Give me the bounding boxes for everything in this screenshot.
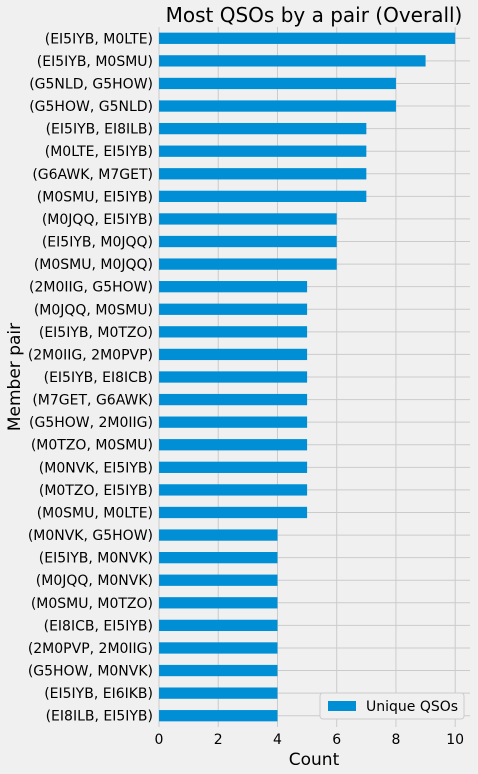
chart-title: Most QSOs by a pair (Overall) xyxy=(166,3,463,27)
y-tick-label: (EI5IYB, M0JQQ) xyxy=(42,235,153,251)
y-tick-label: (EI8ILB, EI5IYB) xyxy=(46,709,153,725)
bar xyxy=(159,552,278,564)
bar xyxy=(159,77,396,90)
x-tick-labels: 0 2 4 6 8 10 xyxy=(155,732,465,748)
bar xyxy=(159,506,308,519)
bar xyxy=(159,32,456,44)
bar xyxy=(159,145,367,157)
legend: Unique QSOs xyxy=(319,692,465,720)
y-tick-label: (M0NVK, G5HOW) xyxy=(28,528,153,544)
bar xyxy=(159,213,337,225)
y-tick-label: (EI5IYB, M0TZO) xyxy=(39,325,153,341)
bars xyxy=(159,32,456,722)
y-tick-label: (EI5IYB, M0LTE) xyxy=(45,31,153,47)
y-tick-label: (M0NVK, EI5IYB) xyxy=(39,460,153,476)
bar xyxy=(159,439,308,451)
x-axis-title: Count xyxy=(289,750,340,770)
y-tick-label: (2M0PVP, 2M0IIG) xyxy=(28,641,153,657)
bar xyxy=(159,371,308,383)
y-tick-label: (M0SMU, M0LTE) xyxy=(37,505,153,521)
bar xyxy=(159,664,278,677)
bar xyxy=(159,258,337,270)
y-tick-label: (2M0IIG, 2M0PVP) xyxy=(28,347,153,363)
y-tick-label: (EI5IYB, M0NVK) xyxy=(39,551,153,567)
y-tick-label: (M0SMU, M0TZO) xyxy=(31,596,153,612)
y-tick-label: (G5HOW, 2M0IIG) xyxy=(29,415,153,431)
y-tick-label: (EI5IYB, EI8ICB) xyxy=(44,370,153,386)
x-tick-label: 8 xyxy=(391,732,400,748)
y-tick-label: (M0JQQ, M0SMU) xyxy=(34,302,153,318)
y-tick-label: (G5HOW, G5NLD) xyxy=(29,99,153,115)
y-tick-label: (M0LTE, EI5IYB) xyxy=(45,144,153,160)
y-tick-label: (M7GET, G6AWK) xyxy=(32,393,153,409)
bar xyxy=(159,642,278,654)
bar xyxy=(159,235,337,248)
y-axis-title: Member pair xyxy=(5,323,25,431)
y-tick-label: (M0JQQ, EI5IYB) xyxy=(42,212,153,228)
y-tick-label: (EI5IYB, M0SMU) xyxy=(37,54,153,70)
bar xyxy=(159,326,308,338)
x-tick-label: 4 xyxy=(273,732,282,748)
bar xyxy=(159,303,308,315)
x-tick-label: 6 xyxy=(332,732,341,748)
bar xyxy=(159,461,308,473)
legend-swatch xyxy=(328,701,356,711)
bar xyxy=(159,416,308,428)
y-tick-label: (M0TZO, EI5IYB) xyxy=(39,483,153,499)
bar xyxy=(159,687,278,699)
bar xyxy=(159,190,367,202)
y-tick-label: (G5HOW, M0NVK) xyxy=(28,664,153,680)
y-tick-label: (2M0IIG, G5HOW) xyxy=(29,280,153,296)
y-tick-label: (G6AWK, M7GET) xyxy=(32,167,153,183)
y-tick-label: (M0SMU, M0JQQ) xyxy=(34,257,153,273)
bar xyxy=(159,100,396,112)
bar xyxy=(159,574,278,586)
bar xyxy=(159,484,308,496)
bar xyxy=(159,529,278,541)
legend-box xyxy=(319,692,465,720)
y-tick-labels: (EI5IYB, M0LTE) (EI5IYB, M0SMU) (G5NLD, G5… xyxy=(28,31,153,724)
bar xyxy=(159,168,367,180)
y-tick-label: (EI8ICB, EI5IYB) xyxy=(44,618,153,634)
y-tick-label: (M0TZO, M0SMU) xyxy=(31,438,153,454)
y-tick-label: (EI5IYB, EI8ILB) xyxy=(46,122,153,138)
x-tick-label: 0 xyxy=(155,732,164,748)
bar xyxy=(159,393,308,406)
bar xyxy=(159,710,278,722)
y-tick-label: (M0SMU, EI5IYB) xyxy=(37,189,153,205)
bar xyxy=(159,348,308,361)
y-tick-label: (EI5IYB, EI6IKB) xyxy=(44,686,153,702)
y-tick-label: (M0JQQ, M0NVK) xyxy=(36,573,153,589)
bar xyxy=(159,281,308,293)
x-tick-label: 10 xyxy=(446,732,464,748)
bar xyxy=(159,597,278,609)
bar xyxy=(159,55,426,67)
y-tick-label: (G5NLD, G5HOW) xyxy=(29,76,153,92)
legend-label: Unique QSOs xyxy=(366,699,458,715)
bar xyxy=(159,619,278,632)
bar xyxy=(159,122,367,135)
x-tick-label: 2 xyxy=(214,732,223,748)
